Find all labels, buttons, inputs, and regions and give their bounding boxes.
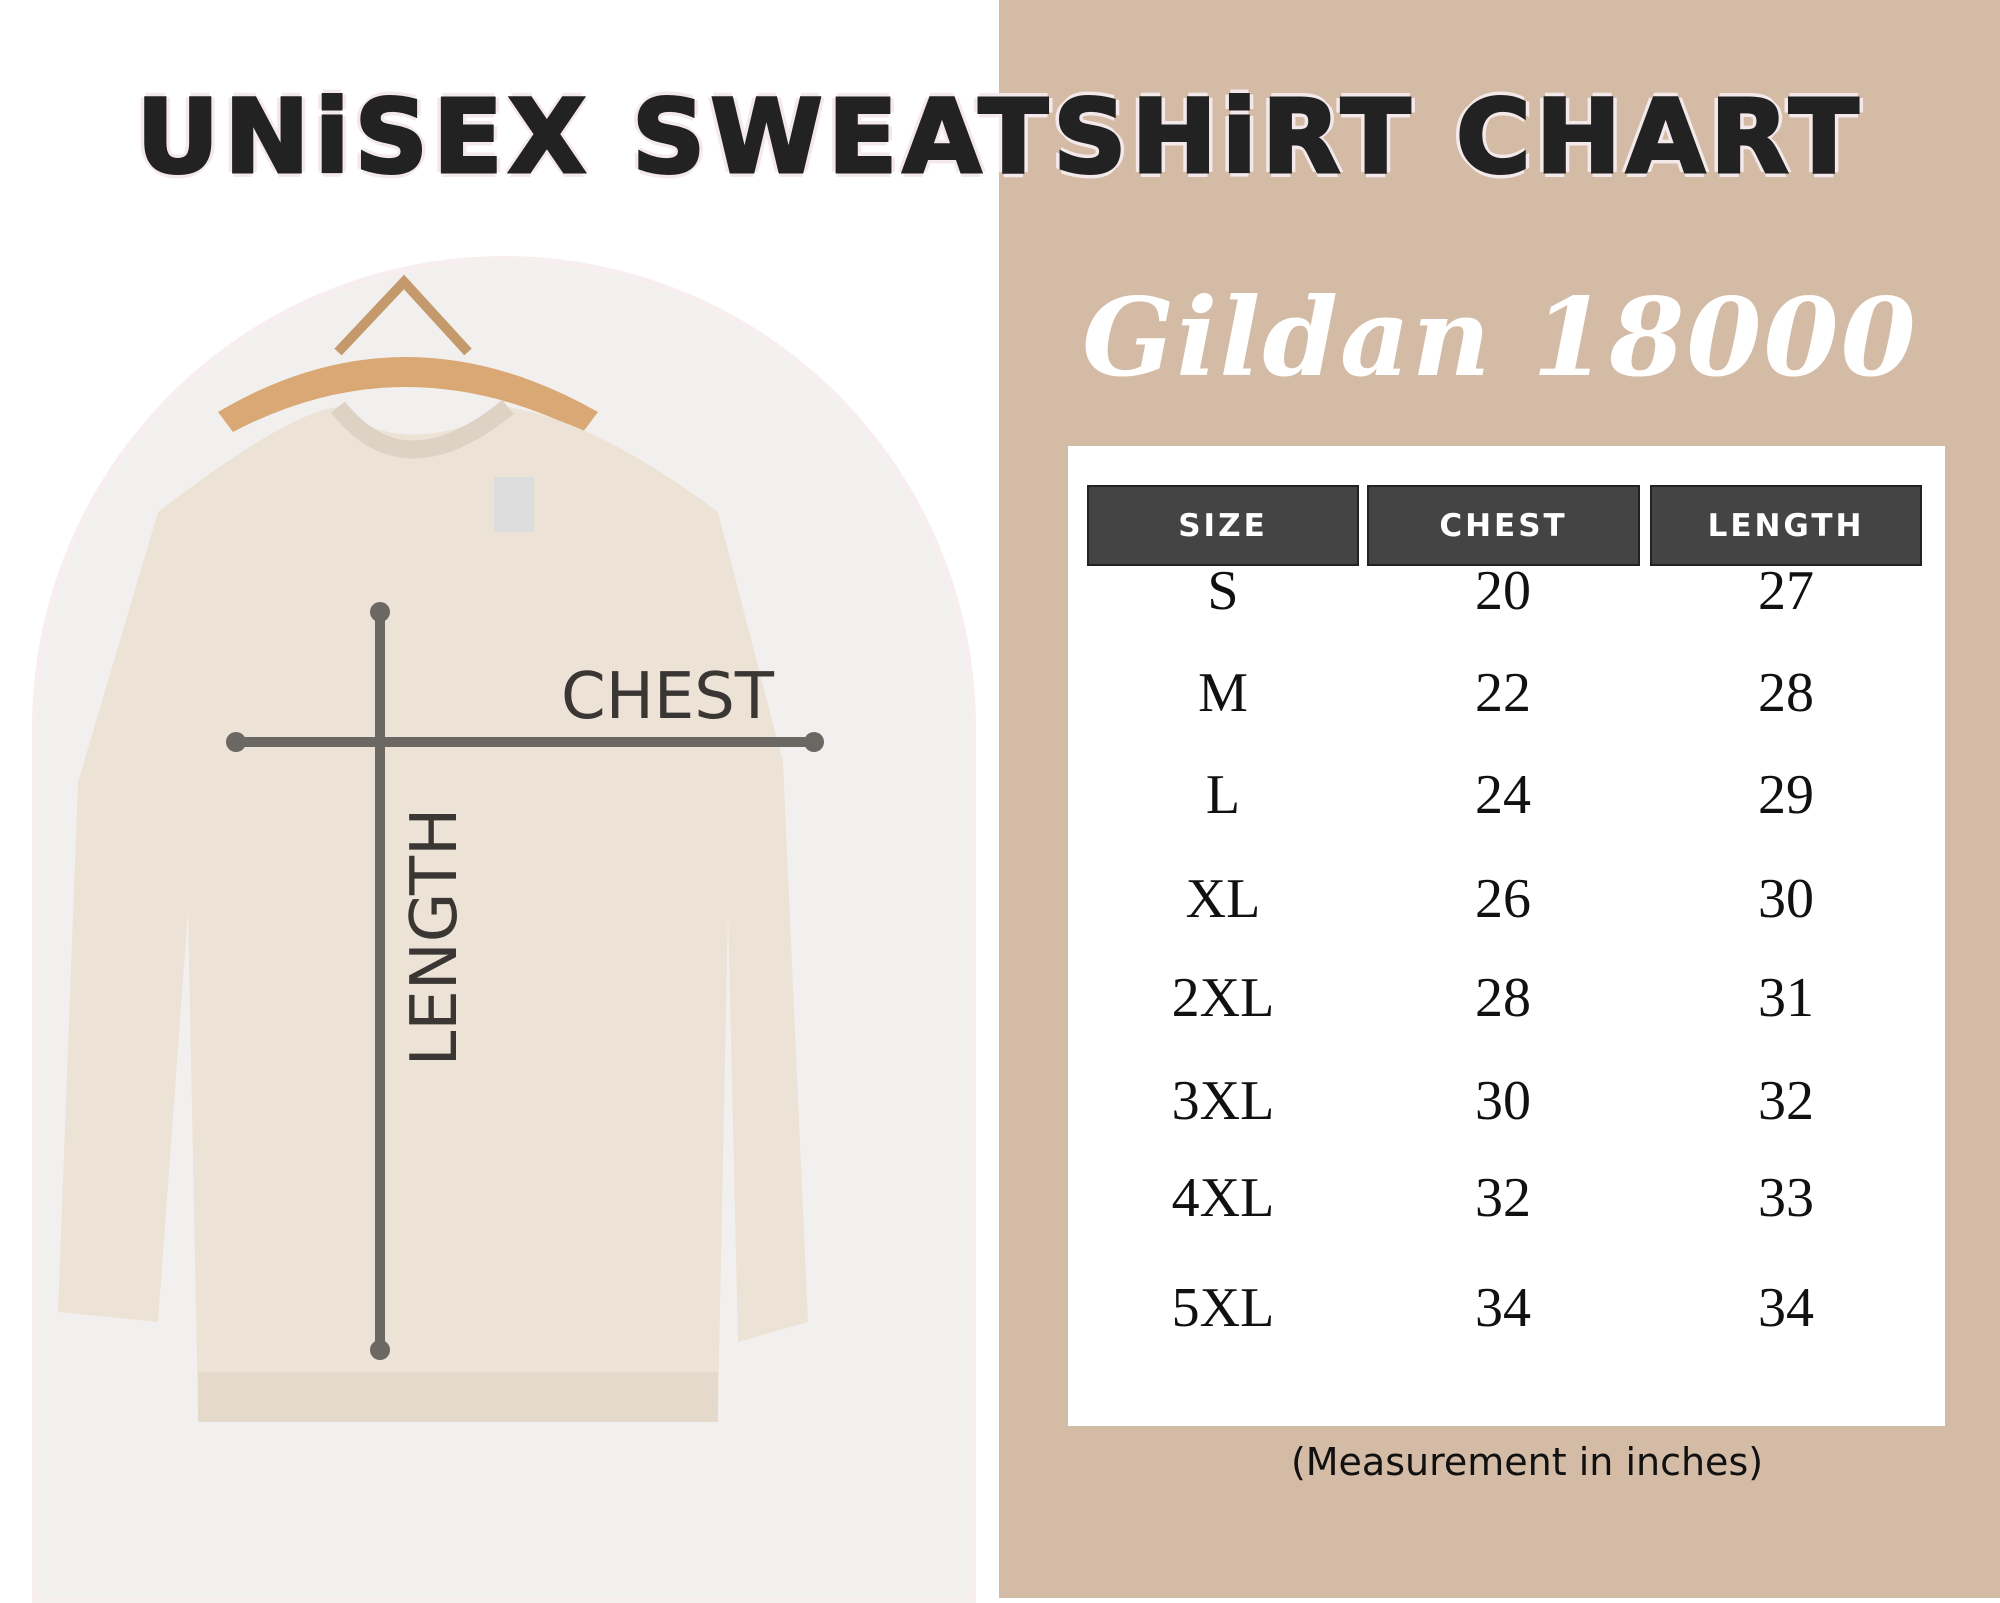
measurement-note: (Measurement in inches) — [1290, 1440, 1764, 1484]
chest-cell: 22 — [1475, 662, 1531, 724]
page-title: UNiSEX SWEATSHiRT CHART — [135, 77, 1864, 199]
length-label: LENGTH — [398, 807, 472, 1067]
length-cell: 28 — [1758, 662, 1814, 724]
size-cell: XL — [1185, 868, 1261, 930]
chest-cell: 30 — [1475, 1070, 1531, 1132]
header-length: LENGTH — [1650, 485, 1922, 566]
size-table: SIZE CHEST LENGTH S 20 27 M 22 28 L 24 29 XL 26 30 2… — [1068, 446, 1945, 1426]
size-cell: 2XL — [1171, 967, 1275, 1029]
length-cell: 31 — [1758, 967, 1814, 1029]
size-cell: M — [1198, 662, 1248, 724]
product-photo — [38, 262, 970, 1598]
size-cell: 4XL — [1171, 1167, 1275, 1229]
header-size: SIZE — [1087, 485, 1359, 566]
chest-cell: 26 — [1475, 868, 1531, 930]
length-cell: 34 — [1758, 1277, 1814, 1339]
size-cell: 5XL — [1171, 1277, 1275, 1339]
length-cell: 30 — [1758, 868, 1814, 930]
length-cell: 29 — [1758, 764, 1814, 826]
sweatshirt-illustration — [58, 274, 808, 1422]
brand-model-title: Gildan 18000 — [1082, 275, 1918, 401]
size-cell: 3XL — [1171, 1070, 1275, 1132]
size-cell: L — [1205, 764, 1241, 826]
length-cell: 27 — [1758, 560, 1814, 622]
chest-cell: 32 — [1475, 1167, 1531, 1229]
chest-cell: 34 — [1475, 1277, 1531, 1339]
length-cell: 33 — [1758, 1167, 1814, 1229]
header-chest: CHEST — [1367, 485, 1640, 566]
measurement-lines — [226, 602, 824, 1360]
chest-label: CHEST — [561, 660, 774, 734]
chest-cell: 20 — [1475, 560, 1531, 622]
size-cell: S — [1207, 560, 1239, 622]
chest-cell: 24 — [1475, 764, 1531, 826]
length-cell: 32 — [1758, 1070, 1814, 1132]
chest-cell: 28 — [1475, 967, 1531, 1029]
